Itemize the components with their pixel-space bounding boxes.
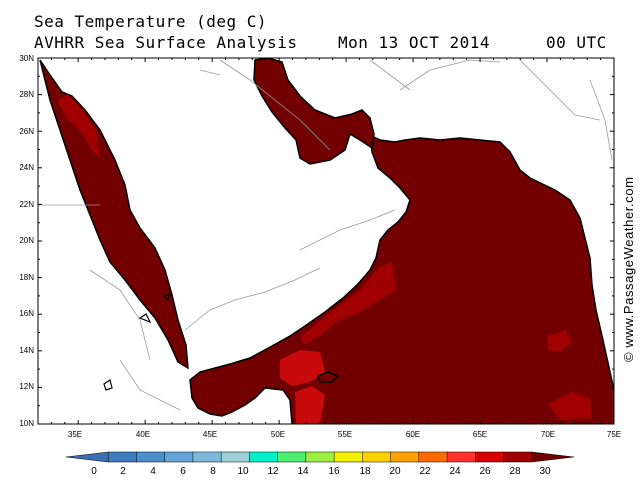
- latitude-labels: 30N 28N 26N 24N 22N 20N 18N 16N 14N 12N …: [19, 54, 34, 428]
- colorbar-label: 16: [328, 466, 340, 477]
- colorbar-segment: [220, 451, 251, 463]
- red-sea: [39, 59, 189, 370]
- colorbar-label: 6: [180, 466, 186, 477]
- lon-label: 55E: [338, 430, 352, 439]
- gulf-of-aden-hot: [280, 350, 325, 386]
- colorbar-label: 18: [359, 466, 371, 477]
- socotra-island: [317, 371, 340, 383]
- colorbar-label: 28: [509, 466, 521, 477]
- colorbar-segment: [446, 451, 477, 463]
- colorbar-segment: [418, 451, 448, 463]
- credit-text: © www.PassageWeather.com: [621, 176, 636, 362]
- lon-label: 65E: [473, 430, 487, 439]
- colorbar: [65, 451, 575, 463]
- lat-label: 28N: [19, 90, 34, 99]
- arabian-sea: [189, 133, 614, 424]
- colorbar-segment: [305, 451, 335, 463]
- colorbar-segment: [475, 451, 505, 463]
- lon-label: 40E: [136, 430, 150, 439]
- axis-ticks: [38, 57, 615, 425]
- map-title: Sea Temperature (deg C): [34, 12, 268, 31]
- somali-coast-hot: [295, 386, 325, 424]
- colorbar-segment: [277, 451, 307, 463]
- lon-label: 45E: [203, 430, 217, 439]
- colorbar-segment: [362, 451, 392, 463]
- longitude-labels: 35E 40E 45E 50E 55E 60E 65E 70E 75E: [68, 430, 621, 439]
- lat-label: 26N: [19, 127, 34, 136]
- red-sea-islands: [103, 293, 171, 391]
- colorbar-label: 4: [150, 466, 156, 477]
- colorbar-segment: [503, 451, 533, 463]
- colorbar-label: 14: [297, 466, 309, 477]
- south-patch-warm: [548, 392, 592, 420]
- lat-label: 24N: [19, 163, 34, 172]
- lat-label: 12N: [19, 382, 34, 391]
- colorbar-label: 24: [449, 466, 461, 477]
- colorbar-segment: [333, 451, 364, 463]
- time-label: 00 UTC: [546, 33, 607, 52]
- lon-label: 35E: [68, 430, 82, 439]
- persian-gulf: [253, 58, 375, 165]
- date-label: Mon 13 OCT 2014: [338, 33, 490, 52]
- lat-label: 16N: [19, 309, 34, 318]
- red-sea-north-warm: [58, 94, 100, 158]
- lat-label: 14N: [19, 346, 34, 355]
- political-borders: [38, 59, 613, 411]
- lat-label: 22N: [19, 200, 34, 209]
- colorbar-label: 10: [237, 466, 249, 477]
- east-patch-warm: [548, 330, 572, 352]
- arabian-sea-warm-zone: [300, 262, 396, 345]
- lon-label: 70E: [541, 430, 555, 439]
- colorbar-segment: [249, 451, 279, 463]
- lat-label: 30N: [19, 54, 34, 63]
- lat-label: 10N: [19, 419, 34, 428]
- colorbar-segment: [164, 451, 194, 463]
- colorbar-segment: [136, 451, 166, 463]
- colorbar-labels: 0 2 4 6 8 10 12 14 16 18 20 22 24 26 28 …: [91, 466, 551, 477]
- colorbar-label: 8: [210, 466, 216, 477]
- colorbar-segment: [107, 451, 138, 463]
- colorbar-label: 22: [419, 466, 431, 477]
- colorbar-segment: [192, 451, 222, 463]
- analysis-label: AVHRR Sea Surface Analysis: [34, 33, 298, 52]
- lon-label: 50E: [271, 430, 285, 439]
- colorbar-label: 2: [120, 466, 126, 477]
- colorbar-segment: [65, 451, 109, 463]
- colorbar-segment: [531, 451, 575, 463]
- colorbar-label: 30: [539, 466, 551, 477]
- colorbar-label: 0: [91, 466, 97, 477]
- lon-label: 60E: [406, 430, 420, 439]
- colorbar-label: 12: [267, 466, 279, 477]
- colorbar-segment: [390, 451, 420, 463]
- colorbar-label: 26: [479, 466, 491, 477]
- lat-label: 20N: [19, 236, 34, 245]
- colorbar-label: 20: [389, 466, 401, 477]
- lat-label: 18N: [19, 273, 34, 282]
- lon-label: 75E: [607, 430, 621, 439]
